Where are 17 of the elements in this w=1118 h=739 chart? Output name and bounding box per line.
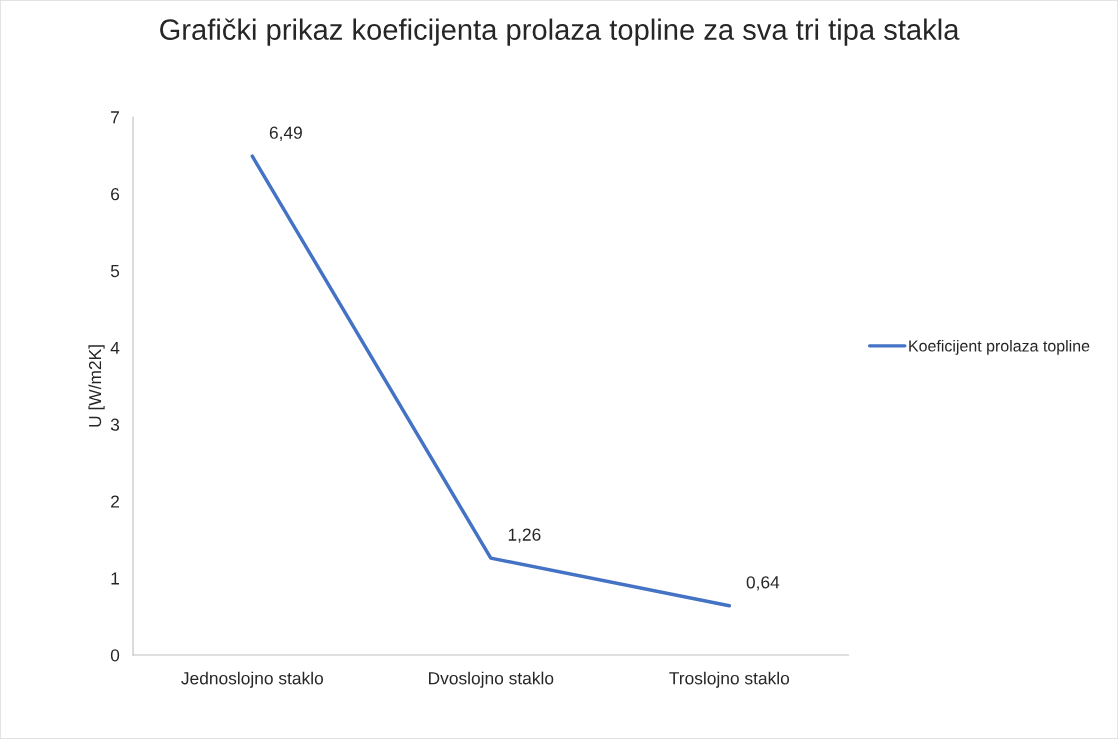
x-tick-label: Troslojno staklo — [669, 671, 790, 688]
y-tick-label: 1 — [111, 572, 119, 585]
x-tick-label: Dvoslojno staklo — [429, 671, 554, 688]
data-label: 1,26 — [508, 528, 541, 543]
y-tick-label: 3 — [110, 418, 120, 431]
y-tick-label: 4 — [110, 341, 120, 354]
data-label: 0,64 — [746, 576, 780, 591]
y-tick-label: 0 — [110, 649, 120, 662]
y-tick-label: 2 — [111, 495, 119, 508]
x-tick-label: Jednoslojno staklo — [181, 671, 323, 688]
y-tick-label: 5 — [110, 265, 120, 278]
data-label: 6,49 — [269, 126, 302, 141]
y-axis-title: U [W/m2K] — [88, 345, 105, 427]
y-tick-label: 6 — [111, 188, 120, 201]
legend-label: Koeficijent prolaza topline — [909, 339, 1090, 355]
chart-title: Grafički prikaz koeficijenta prolaza topline za sva tri tipa stakla — [160, 18, 960, 46]
y-tick-label: 7 — [111, 111, 119, 124]
